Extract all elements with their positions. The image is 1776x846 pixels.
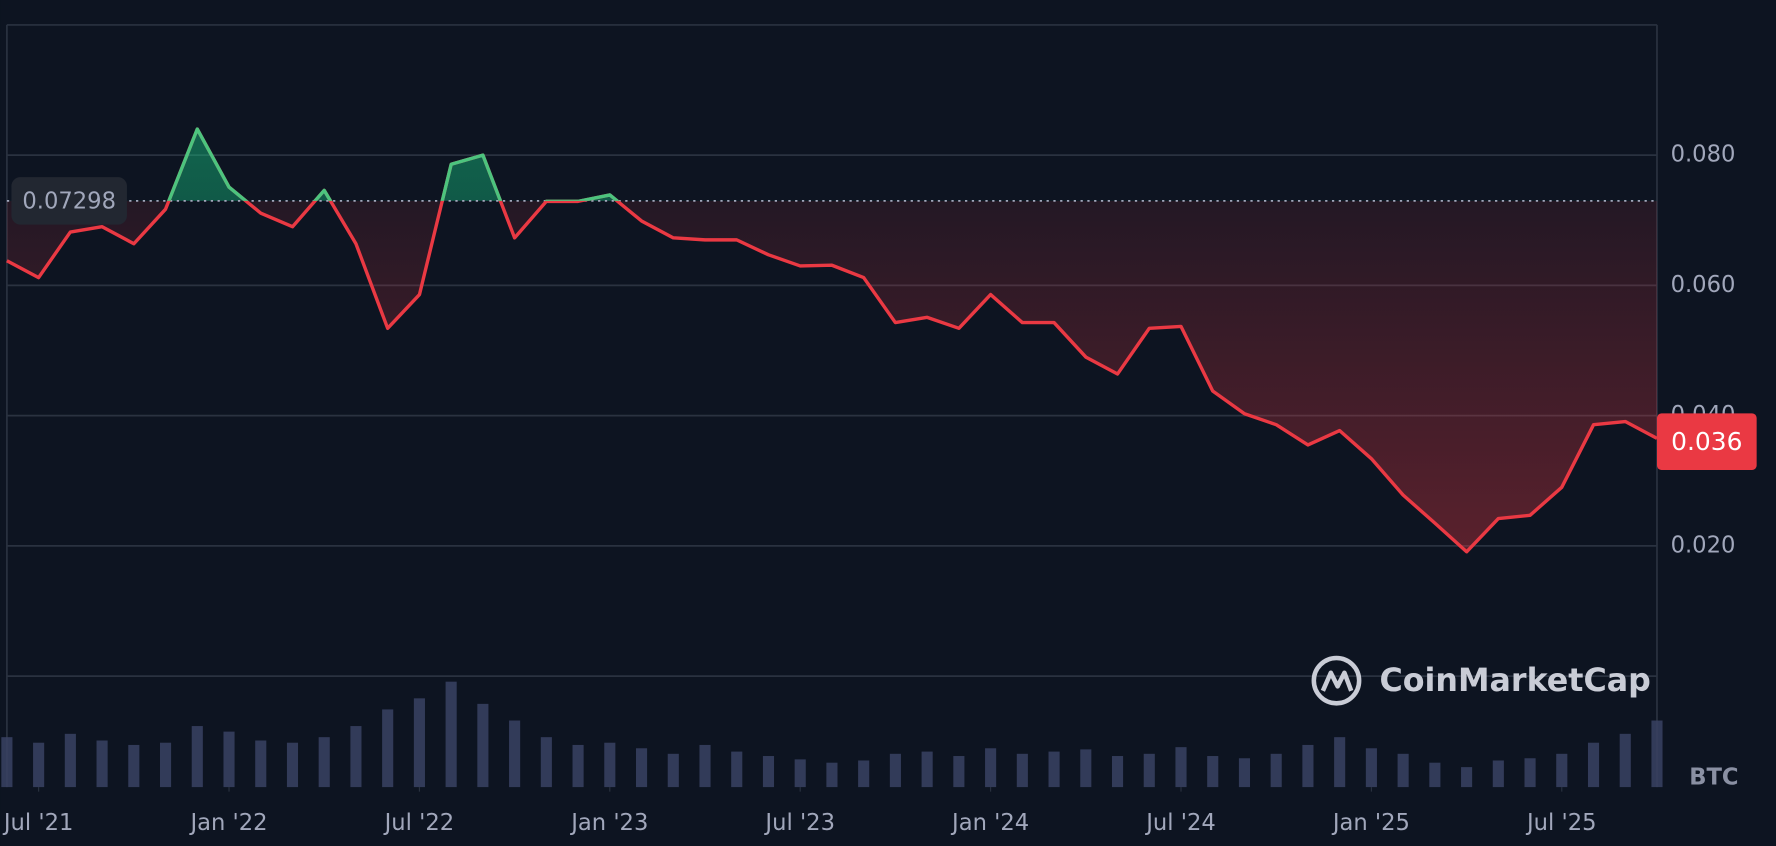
volume-bar [635, 748, 648, 788]
volume-bar [350, 726, 362, 788]
volume-bar [223, 731, 235, 788]
current-label: 0.036 [1671, 427, 1742, 456]
volume-bar [1619, 733, 1631, 788]
x-tick-label: Jan '23 [569, 810, 648, 836]
volume-bar [413, 698, 425, 788]
x-tick-label: Jul '22 [383, 810, 455, 836]
volume-bar [128, 744, 140, 788]
volume-bar [1365, 748, 1377, 788]
watermark-text: CoinMarketCap [1380, 663, 1651, 699]
volume-bar [1238, 758, 1251, 788]
x-tick-label: Jul '23 [763, 810, 835, 836]
volume-bar [509, 720, 521, 788]
volume-bar [1048, 751, 1060, 788]
volume-bar [318, 737, 330, 788]
watermark: CoinMarketCap [1311, 655, 1651, 706]
volume-bar [477, 703, 489, 788]
volume-unit: BTC [1689, 765, 1738, 791]
x-tick-label: Jan '24 [950, 810, 1029, 836]
x-tick-label: Jul '25 [1525, 810, 1597, 836]
volume-bar [1143, 753, 1155, 788]
volume-bar [1651, 720, 1663, 788]
volume-bar [96, 740, 108, 788]
y-tick-label: 0.060 [1671, 272, 1736, 298]
volume-bar [826, 762, 838, 788]
volume-bar [1587, 742, 1600, 788]
baseline-label: 0.07298 [22, 189, 116, 215]
volume-bar [699, 744, 711, 788]
volume-bar [985, 748, 997, 788]
volume-bar [1016, 753, 1028, 788]
volume-bar [445, 681, 457, 788]
x-tick-label: Jan '22 [188, 810, 267, 836]
x-tick-label: Jan '25 [1331, 810, 1410, 836]
volume-bar [604, 742, 616, 788]
volume-bar [921, 751, 933, 788]
volume-bar [1334, 737, 1346, 788]
volume-bar [762, 756, 775, 788]
volume-bar [858, 760, 870, 788]
volume-bar [1175, 747, 1187, 788]
volume-bar [1492, 760, 1504, 788]
volume-bar [1302, 744, 1314, 788]
x-tick-label: Jul '21 [2, 810, 74, 836]
volume-bar [255, 740, 267, 788]
volume-bar [1111, 756, 1124, 788]
baseline-badge [11, 177, 127, 225]
y-tick-label: 0.020 [1671, 532, 1736, 558]
volume-bar [889, 753, 901, 788]
volume-bar [1397, 753, 1409, 788]
volume-bar [64, 733, 76, 788]
volume-bar [731, 751, 743, 788]
volume-bar [572, 744, 584, 788]
volume-bar [667, 753, 679, 788]
y-tick-label: 0.080 [1671, 142, 1736, 168]
volume-bar [794, 759, 806, 788]
volume-bar [1429, 762, 1441, 788]
volume-bar [1461, 767, 1473, 788]
volume-bar [286, 742, 299, 788]
volume-bar [1, 737, 13, 788]
volume-bar [1524, 758, 1536, 788]
current-badge [1656, 413, 1757, 470]
volume-bar [382, 709, 394, 788]
lines [6, 127, 1658, 554]
price-line [6, 127, 1658, 554]
volume-bar [1270, 753, 1282, 788]
volume-bars [1, 681, 1663, 788]
volume-bar [1207, 756, 1219, 788]
volume-bar [1556, 753, 1568, 788]
volume-bar [1080, 749, 1092, 788]
volume-bar [33, 742, 45, 788]
volume-bar [191, 726, 203, 788]
volume-bar [160, 742, 172, 788]
volume-bar [540, 737, 552, 788]
x-tick-label: Jul '24 [1144, 810, 1216, 836]
volume-bar [953, 756, 965, 788]
